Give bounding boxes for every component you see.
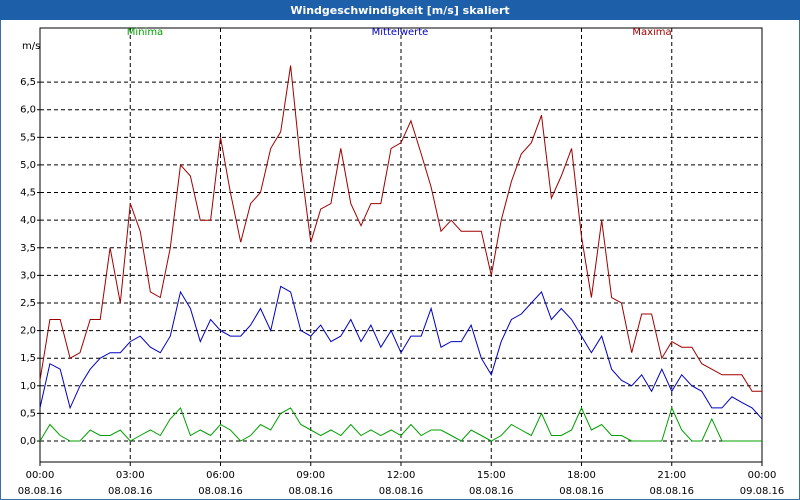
x-tick-label: 06:00 [206,470,235,481]
legend-label: Minima [127,27,163,38]
x-tick-label: 18:00 [567,470,596,481]
y-tick-label: 0,0 [20,436,36,447]
y-tick-label: 4,0 [20,215,36,226]
chart-title: Windgeschwindigkeit [m/s] skaliert [290,4,509,17]
x-tick-label: 00:00 [748,470,777,481]
legend-label: Maxima [632,27,671,38]
x-tick-date: 08.08.16 [469,486,514,497]
y-tick-label: 3,5 [20,243,36,254]
x-tick-date: 08.08.16 [288,486,333,497]
y-tick-label: 1,0 [20,381,36,392]
x-tick-label: 09:00 [296,470,325,481]
series-line [39,406,762,442]
legend-label: Mittelwerte [372,27,429,38]
x-tick-date: 08.08.16 [379,486,424,497]
y-tick-label: 6,5 [20,77,36,88]
x-tick-label: 15:00 [477,470,506,481]
y-tick-label: 5,0 [20,160,36,171]
x-tick-label: 12:00 [387,470,416,481]
title-bar [0,0,800,20]
y-axis-label: m/s [22,41,40,52]
x-tick-date: 09.08.16 [740,486,785,497]
y-tick-label: 6,0 [20,105,36,116]
y-tick-label: 4,5 [20,188,36,199]
series-line [39,285,763,420]
x-tick-date: 08.08.16 [108,486,153,497]
x-tick-date: 08.08.16 [18,486,63,497]
x-tick-label: 00:00 [26,470,55,481]
x-tick-date: 08.08.16 [559,486,604,497]
y-tick-label: 2,5 [20,298,36,309]
x-tick-label: 21:00 [657,470,686,481]
x-tick-date: 08.08.16 [198,486,243,497]
y-tick-label: 3,0 [20,270,36,281]
y-tick-label: 2,0 [20,326,36,337]
x-tick-date: 08.08.16 [649,486,694,497]
x-tick-label: 03:00 [116,470,145,481]
y-tick-label: 1,5 [20,353,36,364]
y-tick-label: 5,5 [20,132,36,143]
y-tick-label: 0,5 [20,408,36,419]
series-line [39,65,762,392]
